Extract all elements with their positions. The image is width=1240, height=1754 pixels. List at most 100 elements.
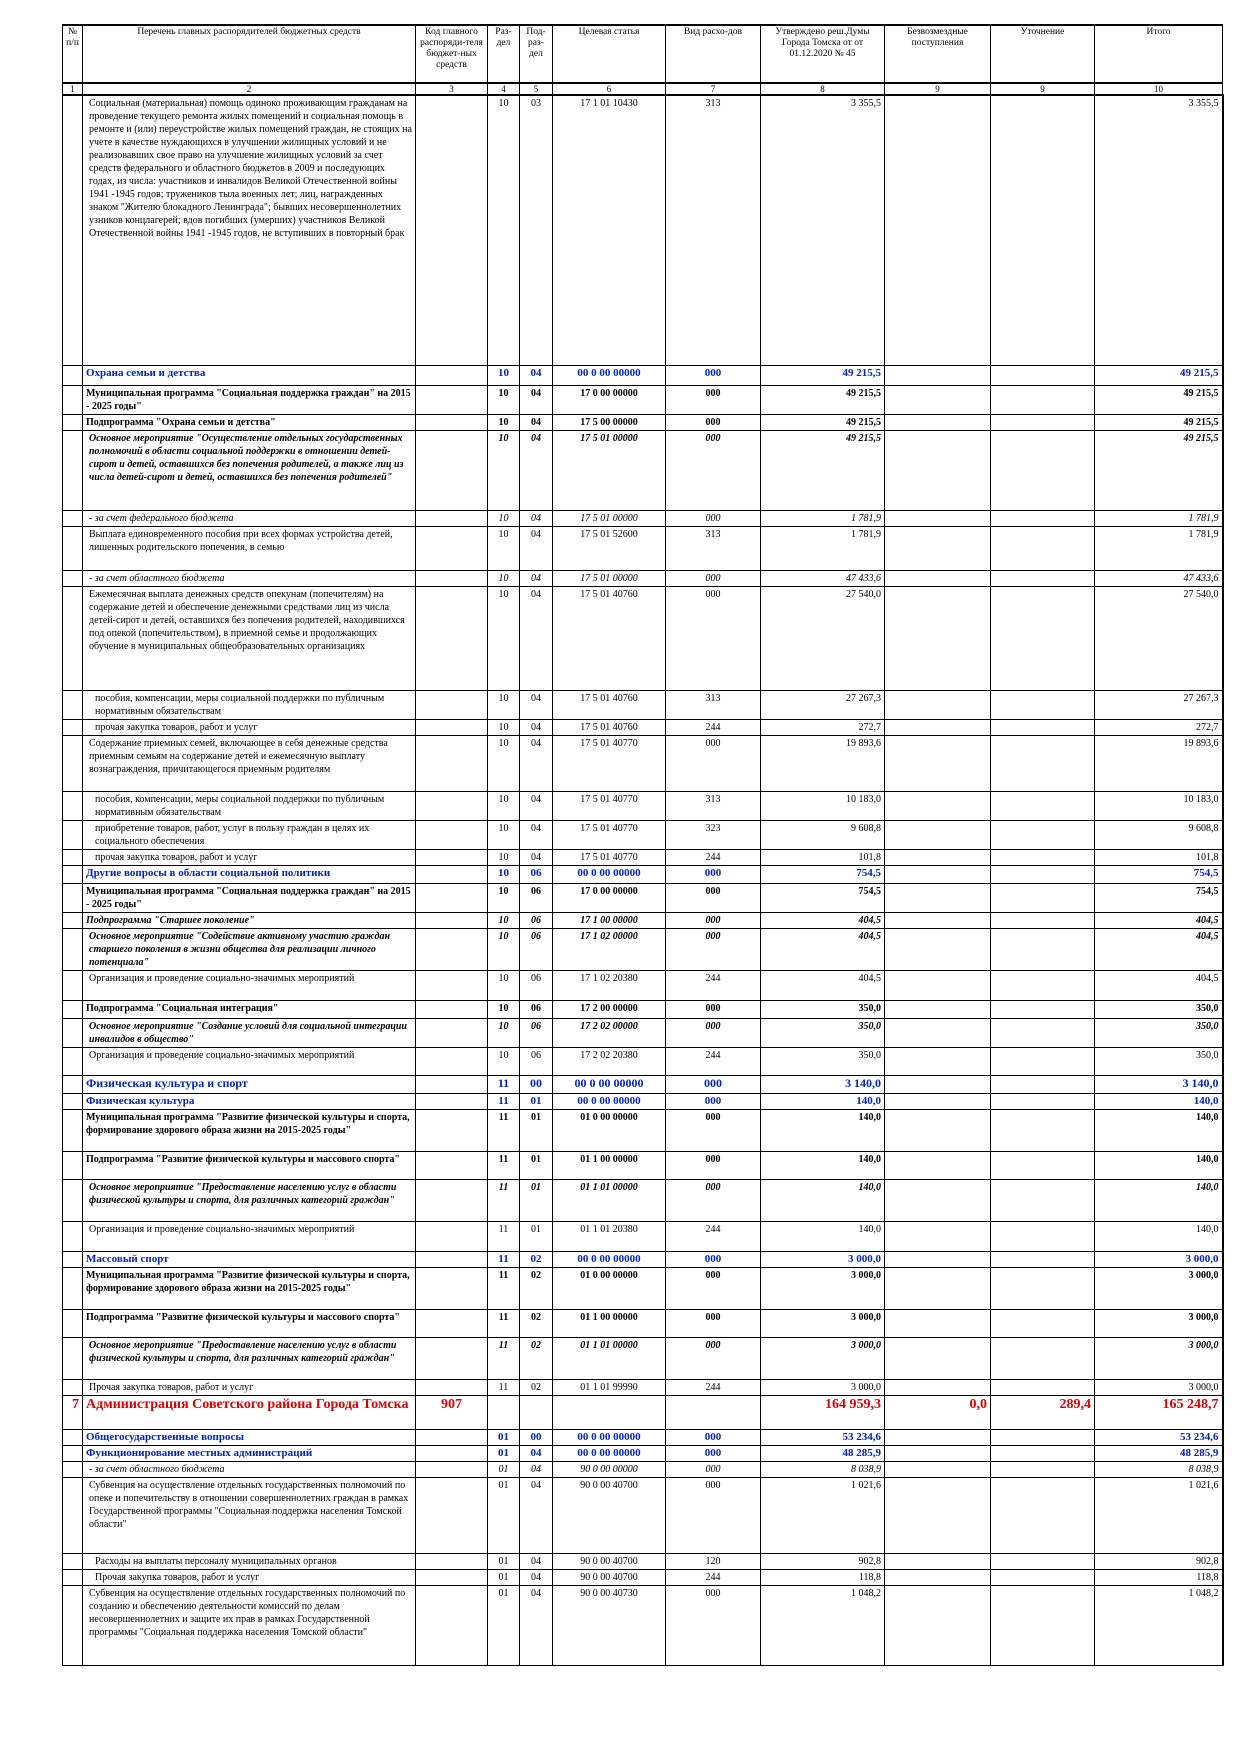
row-razdel: 10 [487,509,520,527]
row-total: 118,8 [1094,1568,1224,1586]
row-adjustment [990,1074,1095,1094]
row-name: Организация и проведение социально-значи… [82,969,416,1001]
row-podrazdel: 02 [519,1266,553,1310]
row-approved: 3 000,0 [760,1308,885,1338]
row-approved: 140,0 [760,1150,885,1180]
row-adjustment [990,1460,1095,1478]
row-razdel: 10 [487,1017,520,1048]
row-name: Подпрограмма "Старшее поколение" [82,911,416,929]
row-name: Организация и проведение социально-значи… [82,1046,416,1076]
row-gratuitous [884,734,991,792]
row-code [415,1017,488,1048]
row-total: 1 781,9 [1094,509,1224,527]
row-number [62,1584,83,1666]
table-row: Прочая закупка товаров, работ и услуг 01 0… [62,1568,1224,1586]
row-adjustment [990,1046,1095,1076]
row-name: Администрация Советского района Города Т… [82,1394,416,1430]
row-total: 53 234,6 [1094,1428,1224,1446]
table-row: Муниципальная программа "Социальная подд… [62,384,1224,415]
row-number [62,848,83,866]
row-podrazdel: 06 [519,864,553,884]
table-row: Муниципальная программа "Развитие физиче… [62,1108,1224,1152]
row-code [415,525,488,571]
table-row: - за счет федерального бюджета 10 04 17 5 0… [62,509,1224,527]
row-razdel: 10 [487,585,520,691]
row-number [62,911,83,929]
row-target: 17 2 02 20380 [552,1046,666,1076]
row-code [415,1378,488,1396]
table-row: Социальная (материальная) помощь одиноко… [62,94,1224,366]
row-number [62,1046,83,1076]
row-approved: 1 021,6 [760,1476,885,1554]
row-gratuitous [884,819,991,850]
row-adjustment [990,569,1095,587]
row-gratuitous [884,1460,991,1478]
row-expense-type: 000 [665,1074,761,1094]
row-razdel [487,1394,520,1430]
row-adjustment: 289,4 [990,1394,1095,1430]
row-total: 8 038,9 [1094,1460,1224,1478]
row-code [415,864,488,884]
row-approved: 3 000,0 [760,1378,885,1396]
row-number [62,1250,83,1268]
row-name: Основное мероприятие "Содействие активно… [82,927,416,971]
row-razdel: 10 [487,999,520,1019]
row-approved: 164 959,3 [760,1394,885,1430]
row-gratuitous [884,1308,991,1338]
row-total: 404,5 [1094,969,1224,1001]
row-adjustment [990,1266,1095,1310]
row-target: 17 1 02 00000 [552,927,666,971]
row-number [62,1017,83,1048]
row-razdel: 10 [487,848,520,866]
row-razdel: 10 [487,718,520,736]
row-gratuitous [884,1092,991,1110]
row-code [415,1178,488,1222]
row-target: 01 1 01 00000 [552,1178,666,1222]
row-name: Подпрограмма "Развитие физической культу… [82,1150,416,1180]
row-expense-type: 000 [665,1108,761,1152]
row-target: 17 5 01 40770 [552,734,666,792]
row-podrazdel: 04 [519,413,553,431]
row-name: Физическая культура и спорт [82,1074,416,1094]
row-target: 17 0 00 00000 [552,882,666,913]
row-approved: 3 000,0 [760,1250,885,1268]
row-target: 90 0 00 00000 [552,1460,666,1478]
row-adjustment [990,864,1095,884]
row-total: 1 021,6 [1094,1476,1224,1554]
row-name: пособия, компенсации, меры социальной по… [82,689,416,720]
row-razdel: 10 [487,864,520,884]
row-target: 17 5 01 00000 [552,569,666,587]
row-number [62,718,83,736]
row-expense-type: 000 [665,1336,761,1380]
row-podrazdel: 02 [519,1250,553,1268]
row-approved: 101,8 [760,848,885,866]
row-adjustment [990,1552,1095,1570]
table-row: Субвенция на осуществление отдельных гос… [62,1584,1224,1666]
row-number [62,1444,83,1462]
row-razdel: 10 [487,969,520,1001]
table-row: - за счет областного бюджета 10 04 17 5 01 … [62,569,1224,587]
row-number [62,1460,83,1478]
row-expense-type: 000 [665,1017,761,1048]
row-number [62,1178,83,1222]
row-approved: 140,0 [760,1178,885,1222]
row-razdel: 01 [487,1444,520,1462]
row-gratuitous [884,927,991,971]
row-target [552,1394,666,1430]
row-adjustment [990,1220,1095,1252]
table-row: Подпрограмма "Социальная интеграция" 10 06… [62,999,1224,1019]
row-number: 7 [62,1394,83,1430]
row-total: 140,0 [1094,1220,1224,1252]
row-gratuitous [884,429,991,511]
row-podrazdel: 04 [519,718,553,736]
colnum-5: 5 [519,82,553,96]
header-no: № п/п [62,24,83,84]
colnum-3: 3 [415,82,488,96]
row-target: 17 5 00 00000 [552,413,666,431]
row-target: 00 0 00 00000 [552,864,666,884]
row-expense-type: 000 [665,1460,761,1478]
row-podrazdel: 01 [519,1220,553,1252]
row-number [62,525,83,571]
row-code [415,734,488,792]
row-code [415,819,488,850]
